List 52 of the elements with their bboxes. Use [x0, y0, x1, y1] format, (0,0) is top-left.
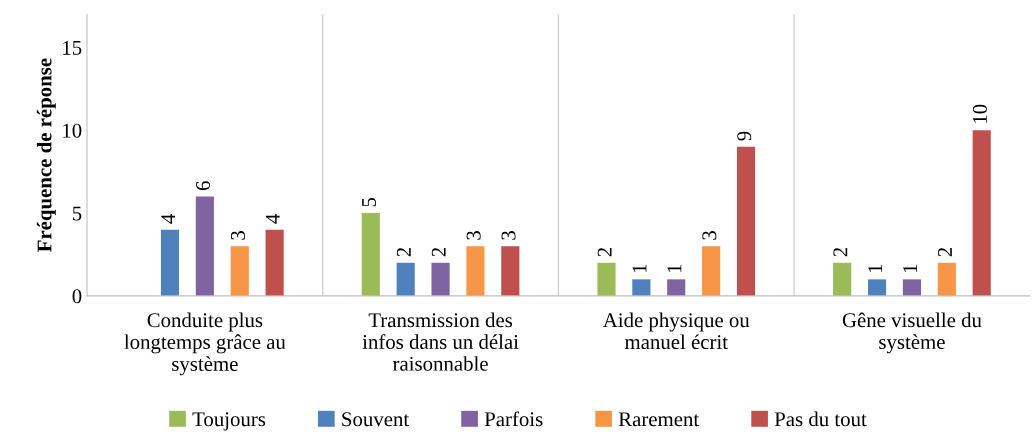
data-label: 6	[196, 181, 211, 191]
data-label: 3	[501, 231, 516, 240]
bar	[361, 213, 380, 296]
data-label: 1	[667, 264, 682, 272]
bar	[431, 262, 450, 296]
x-tick-label: Gêne visuelle du système	[842, 312, 982, 354]
legend-label: Parfois	[484, 411, 543, 427]
data-label: 9	[737, 131, 752, 141]
y-tick-label: 15	[63, 40, 82, 55]
bar	[597, 262, 616, 296]
bar	[160, 229, 180, 296]
bar	[195, 196, 214, 296]
data-label: 2	[938, 247, 952, 257]
data-label: 4	[161, 214, 175, 224]
bar	[972, 130, 991, 296]
data-label: 1	[903, 264, 917, 272]
bar	[501, 246, 520, 296]
legend-label: Pas du tout	[774, 411, 867, 427]
data-label: 10	[972, 104, 987, 123]
data-label: 2	[833, 247, 848, 257]
bar	[667, 279, 686, 296]
data-label: 2	[396, 247, 411, 257]
legend-label: Souvent	[342, 412, 410, 427]
bar	[736, 146, 756, 296]
y-tick-label: 5	[72, 206, 82, 221]
data-label: 2	[431, 247, 446, 257]
data-label: 5	[362, 197, 377, 207]
bar	[867, 279, 887, 296]
bar	[466, 246, 485, 296]
bar	[632, 279, 651, 296]
bar	[265, 229, 284, 296]
y-tick-label: 10	[63, 123, 82, 138]
data-label: 3	[466, 231, 481, 240]
bar	[230, 246, 249, 296]
legend-label: Rarement	[618, 412, 700, 427]
y-axis-title: Fréquence de réponse	[36, 58, 56, 252]
bar	[902, 279, 922, 296]
bar	[937, 262, 956, 296]
data-label: 3	[230, 231, 245, 240]
x-tick-label: Transmission des infos dans un délai raisonnable	[362, 312, 519, 371]
data-label: 1	[632, 264, 647, 272]
data-label: 4	[265, 214, 280, 224]
bar	[833, 262, 852, 296]
data-label: 1	[868, 264, 883, 272]
x-tick-label: Conduite plus longtemps grâce au système	[124, 312, 286, 376]
bar	[702, 246, 721, 296]
legend-label: Toujours	[192, 412, 266, 431]
data-label: 3	[702, 231, 717, 240]
y-tick-label: 0	[72, 289, 82, 304]
bar	[396, 262, 415, 296]
x-tick-label: Aide physique ou manuel écrit	[602, 312, 750, 350]
data-label: 2	[597, 247, 612, 257]
